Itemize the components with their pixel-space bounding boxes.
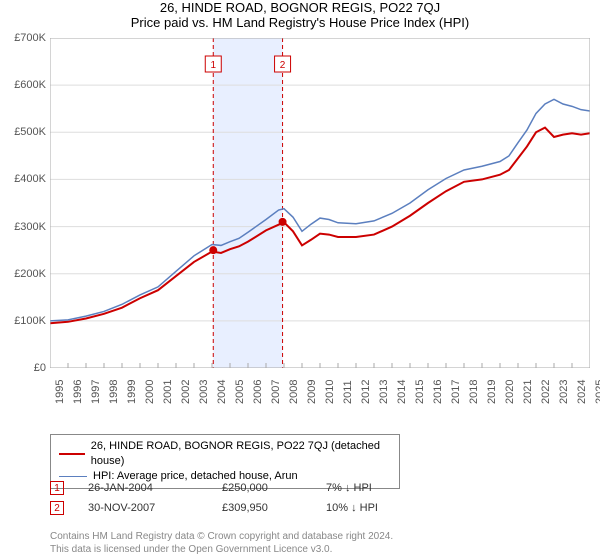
y-tick-label: £500K [14, 126, 46, 138]
license-line: Contains HM Land Registry data © Crown c… [50, 531, 393, 544]
license-text: Contains HM Land Registry data © Crown c… [50, 531, 393, 556]
sale-delta: 7% ↓ HPI [326, 482, 372, 494]
x-tick-label: 2020 [504, 380, 516, 404]
x-tick-label: 2024 [576, 380, 588, 404]
x-tick-label: 2009 [306, 380, 318, 404]
x-tick-label: 2025 [594, 380, 600, 404]
sale-price: £309,950 [222, 502, 302, 514]
y-axis-labels: £0£100K£200K£300K£400K£500K£600K£700K [4, 38, 50, 368]
x-tick-label: 2015 [414, 380, 426, 404]
x-tick-label: 2004 [216, 380, 228, 404]
svg-text:1: 1 [210, 60, 216, 71]
x-tick-label: 1995 [54, 380, 66, 404]
y-tick-label: £400K [14, 173, 46, 185]
x-tick-label: 2006 [252, 380, 264, 404]
sales-table: 1 26-JAN-2004 £250,000 7% ↓ HPI 2 30-NOV-2007… [50, 478, 378, 518]
x-tick-label: 2000 [144, 380, 156, 404]
x-tick-label: 2010 [324, 380, 336, 404]
sale-delta: 10% ↓ HPI [326, 502, 378, 514]
x-tick-label: 1997 [90, 380, 102, 404]
legend-label: 26, HINDE ROAD, BOGNOR REGIS, PO22 7QJ (… [91, 439, 391, 469]
x-tick-label: 2018 [468, 380, 480, 404]
x-tick-label: 2017 [450, 380, 462, 404]
x-tick-label: 2019 [486, 380, 498, 404]
page-subtitle: Price paid vs. HM Land Registry's House … [0, 15, 600, 30]
y-tick-label: £300K [14, 221, 46, 233]
y-tick-label: £0 [34, 362, 46, 374]
x-tick-label: 2013 [378, 380, 390, 404]
x-tick-label: 2022 [540, 380, 552, 404]
x-axis-labels: 1995 1996 1997 1998 1999 2000 2001 2002 2003 2004… [50, 368, 590, 418]
x-tick-label: 2007 [270, 380, 282, 404]
x-tick-label: 2003 [198, 380, 210, 404]
y-tick-label: £100K [14, 315, 46, 327]
sale-price: £250,000 [222, 482, 302, 494]
sale-marker: 2 [50, 501, 64, 515]
sale-row: 1 26-JAN-2004 £250,000 7% ↓ HPI [50, 478, 378, 498]
x-tick-label: 2002 [180, 380, 192, 404]
legend-item: 26, HINDE ROAD, BOGNOR REGIS, PO22 7QJ (… [59, 439, 391, 469]
sale-date: 26-JAN-2004 [88, 482, 198, 494]
license-line: This data is licensed under the Open Gov… [50, 544, 393, 557]
x-tick-label: 2005 [234, 380, 246, 404]
y-tick-label: £700K [14, 32, 46, 44]
y-tick-label: £200K [14, 268, 46, 280]
x-tick-label: 2023 [558, 380, 570, 404]
x-tick-label: 2001 [162, 380, 174, 404]
sale-row: 2 30-NOV-2007 £309,950 10% ↓ HPI [50, 498, 378, 518]
svg-text:2: 2 [280, 60, 286, 71]
x-tick-label: 2021 [522, 380, 534, 404]
x-tick-label: 1998 [108, 380, 120, 404]
page-title: 26, HINDE ROAD, BOGNOR REGIS, PO22 7QJ [0, 0, 600, 15]
x-tick-label: 2008 [288, 380, 300, 404]
legend-swatch [59, 453, 85, 455]
x-tick-label: 2014 [396, 380, 408, 404]
x-tick-label: 2016 [432, 380, 444, 404]
chart-area: £0£100K£200K£300K£400K£500K£600K£700K 12… [50, 38, 590, 368]
sale-date: 30-NOV-2007 [88, 502, 198, 514]
x-tick-label: 2011 [342, 380, 354, 404]
y-tick-label: £600K [14, 79, 46, 91]
line-chart: 12 [50, 38, 590, 368]
sale-marker: 1 [50, 481, 64, 495]
x-tick-label: 1999 [126, 380, 138, 404]
x-tick-label: 2012 [360, 380, 372, 404]
x-tick-label: 1996 [72, 380, 84, 404]
